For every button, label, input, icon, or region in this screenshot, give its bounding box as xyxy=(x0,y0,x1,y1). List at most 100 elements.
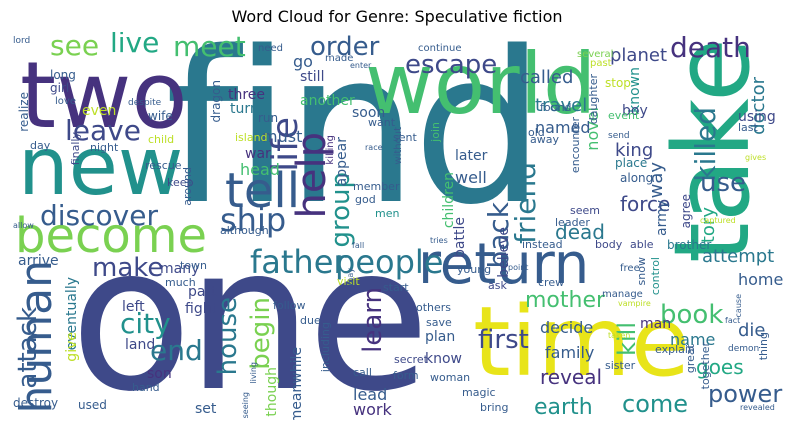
word-come: come xyxy=(622,390,689,418)
word-away: away xyxy=(530,133,559,146)
word-instead: instead xyxy=(522,238,563,251)
word-planet: planet xyxy=(610,45,667,66)
word-well: well xyxy=(455,168,487,187)
word-use: use xyxy=(700,168,747,198)
word-left: left xyxy=(122,299,145,315)
word-two: two xyxy=(20,42,188,149)
word-form: form xyxy=(393,369,419,382)
word-taken: taken xyxy=(608,331,631,340)
word-young: young xyxy=(457,263,492,276)
word-continue: continue xyxy=(418,43,462,54)
word-reveal: reveal xyxy=(540,365,603,389)
word-war: war xyxy=(245,146,271,162)
word-killing: killing xyxy=(325,135,336,165)
word-decide: decide xyxy=(540,318,594,337)
word-though: though xyxy=(264,367,280,417)
word-cloud: find one take time two world new return … xyxy=(10,32,784,420)
word-soon: soon xyxy=(352,105,386,121)
word-enter: enter xyxy=(350,61,372,70)
word-seeing: seeing xyxy=(241,392,250,419)
word-book: book xyxy=(660,300,724,330)
word-long: long xyxy=(50,68,76,82)
word-dead: dead xyxy=(555,220,605,244)
word-need: need xyxy=(258,43,283,54)
word-sister: sister xyxy=(605,359,636,372)
word-event: event xyxy=(608,109,640,122)
word-army: army xyxy=(654,200,670,237)
word-although: although xyxy=(220,224,269,237)
word-encounter: encounter xyxy=(569,117,582,174)
word-god: god xyxy=(355,193,376,206)
word-agree: agree xyxy=(679,194,693,229)
word-three: three xyxy=(228,87,266,103)
word-cause: cause xyxy=(734,294,743,318)
word-secret: secret xyxy=(394,353,428,366)
word-still: still xyxy=(300,69,325,85)
word-revealed: revealed xyxy=(740,403,775,412)
word-wife: wife xyxy=(148,109,173,123)
word-attempt: attempt xyxy=(702,246,775,267)
word-men: men xyxy=(375,207,400,220)
word-family: family xyxy=(545,343,595,362)
word-house: house xyxy=(213,297,243,376)
word-demon: demon xyxy=(728,344,760,354)
word-later: later xyxy=(455,148,488,164)
word-thing: thing xyxy=(757,332,770,361)
word-home: home xyxy=(738,270,784,289)
word-king: king xyxy=(615,140,654,161)
word-battle: battle xyxy=(452,217,468,258)
word-lord: lord xyxy=(13,36,31,46)
word-magic: magic xyxy=(462,386,496,399)
word-work: work xyxy=(353,400,392,419)
word-much: much xyxy=(165,276,196,289)
word-attack: attack xyxy=(13,307,43,389)
word-town: town xyxy=(180,259,208,272)
word-allow: allow xyxy=(13,221,34,230)
word-fight: fight xyxy=(185,301,218,317)
word-control: control xyxy=(649,257,662,296)
word-start: start xyxy=(383,281,409,294)
word-together: together xyxy=(699,342,712,390)
word-man: man xyxy=(640,316,672,332)
word-want: want xyxy=(368,116,396,129)
word-learn: learn xyxy=(358,287,388,353)
word-explain: explain xyxy=(655,343,695,356)
word-live: live xyxy=(110,32,160,59)
word-meanwhile: meanwhile xyxy=(289,347,305,420)
word-begin: begin xyxy=(246,297,276,370)
word-make: make xyxy=(92,253,164,283)
word-force: force xyxy=(620,192,671,216)
word-join: join xyxy=(429,122,442,142)
word-made: made xyxy=(325,53,354,64)
word-city: city xyxy=(120,307,171,340)
word-including: including xyxy=(319,322,332,373)
word-gives: gives xyxy=(745,153,767,162)
word-girl: girl xyxy=(50,81,70,95)
word-mother: mother xyxy=(525,288,606,313)
word-leader: leader xyxy=(555,216,590,229)
word-last: last xyxy=(738,121,758,134)
word-brother: brother xyxy=(667,238,712,252)
word-leave: leave xyxy=(65,114,141,147)
word-plan: plan xyxy=(425,329,456,345)
word-become: become xyxy=(15,208,208,264)
word-stop: stop xyxy=(605,76,631,90)
word-keep: keep xyxy=(167,176,194,189)
word-fall: fall xyxy=(352,241,365,250)
word-call: call xyxy=(353,366,372,379)
word-seem: seem xyxy=(570,204,600,217)
word-friend: friend xyxy=(509,162,542,244)
word-travel: travel xyxy=(535,95,588,116)
word-know: know xyxy=(425,351,462,367)
word-used: used xyxy=(78,398,107,412)
word-body: body xyxy=(595,238,623,251)
word-race: race xyxy=(365,143,383,152)
word-follow: follow xyxy=(273,299,306,312)
word-son: son xyxy=(147,366,172,382)
word-despite: despite xyxy=(128,98,162,108)
word-death: death xyxy=(670,32,751,64)
word-place: place xyxy=(615,156,648,170)
word-time: time xyxy=(473,286,690,398)
word-save: save xyxy=(426,316,452,329)
word-die: die xyxy=(738,320,766,341)
